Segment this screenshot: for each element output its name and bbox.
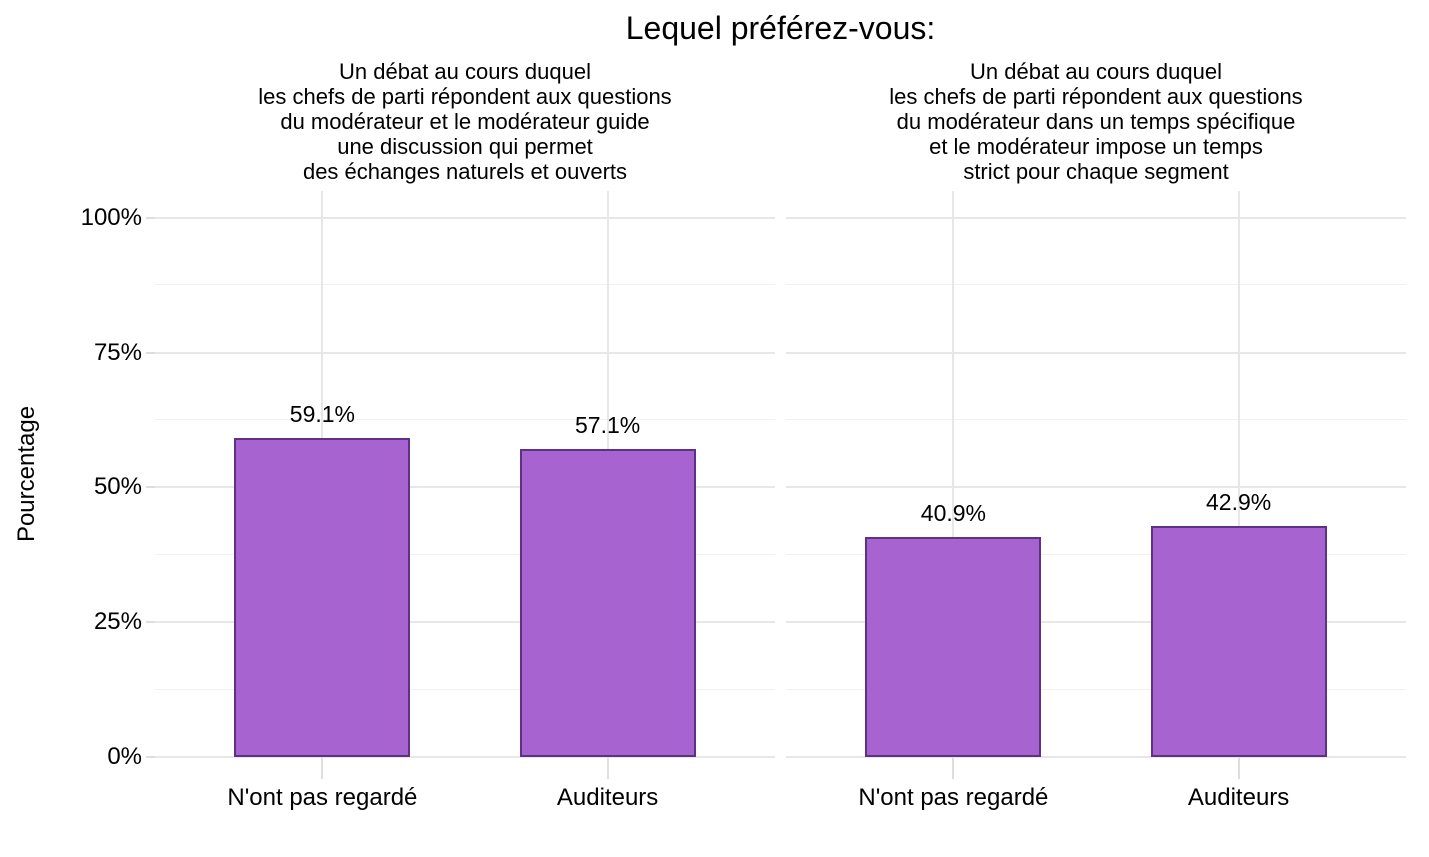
x-category-label: Auditeurs: [1187, 784, 1290, 811]
bar-value-label: 40.9%: [920, 499, 986, 526]
gridline-major-horizontal: [786, 756, 1406, 758]
y-axis-tick: [146, 621, 155, 624]
bar: [234, 438, 411, 757]
y-axis-tick: [146, 351, 155, 354]
gridline-major-horizontal: [786, 486, 1406, 489]
gridline-major-horizontal: [155, 756, 775, 758]
chart-title: Lequel préférez-vous:: [625, 10, 936, 46]
y-axis-tick: [146, 216, 155, 219]
bar: [519, 449, 696, 757]
gridline-minor-horizontal: [155, 553, 775, 555]
x-axis-tick: [606, 757, 609, 779]
gridline-minor-horizontal: [155, 284, 775, 286]
gridline-minor-horizontal: [786, 284, 1406, 286]
x-category-label: Auditeurs: [556, 784, 659, 811]
y-tick-label: 100%: [80, 203, 142, 231]
x-category-label: N'ont pas regardé: [858, 784, 1049, 811]
facet-strip-right: Un débat au cours duquel les chefs de pa…: [889, 59, 1303, 184]
x-category-label: N'ont pas regardé: [227, 784, 418, 811]
facet-strip-left: Un débat au cours duquel les chefs de pa…: [258, 59, 672, 184]
x-axis-tick: [952, 757, 955, 779]
gridline-minor-horizontal: [786, 419, 1406, 421]
y-tick-label: 75%: [93, 338, 142, 366]
bar: [865, 536, 1042, 757]
gridline-major-horizontal: [155, 621, 775, 624]
gridline-minor-horizontal: [786, 688, 1406, 690]
gridline-major-horizontal: [155, 351, 775, 354]
y-tick-label: 25%: [93, 608, 142, 636]
gridline-major-horizontal: [786, 216, 1406, 219]
gridline-major-horizontal: [155, 486, 775, 489]
gridline-minor-horizontal: [155, 688, 775, 690]
gridline-major-horizontal: [155, 216, 775, 219]
y-axis-tick: [146, 756, 155, 758]
bar-value-label: 42.9%: [1205, 488, 1272, 515]
gridline-major-vertical: [1237, 191, 1240, 757]
y-tick-label: 0%: [107, 743, 142, 770]
x-axis-tick: [1237, 757, 1240, 779]
y-axis-tick: [146, 486, 155, 489]
gridline-major-horizontal: [786, 621, 1406, 624]
bar-value-label: 59.1%: [289, 401, 355, 428]
gridline-minor-horizontal: [786, 553, 1406, 555]
facet-panel-left: 59.1% N'ont pas regardé 57.1% Auditeurs: [155, 191, 775, 811]
gridline-major-vertical: [952, 191, 955, 757]
gridline-major-horizontal: [786, 351, 1406, 354]
y-tick-label: 50%: [93, 473, 142, 501]
facet-panel-right: 40.9% N'ont pas regardé 42.9% Auditeurs: [786, 191, 1406, 811]
bar: [1150, 525, 1327, 757]
bar-value-label: 57.1%: [574, 412, 641, 439]
x-axis-tick: [321, 757, 324, 779]
gridline-minor-horizontal: [155, 419, 775, 421]
